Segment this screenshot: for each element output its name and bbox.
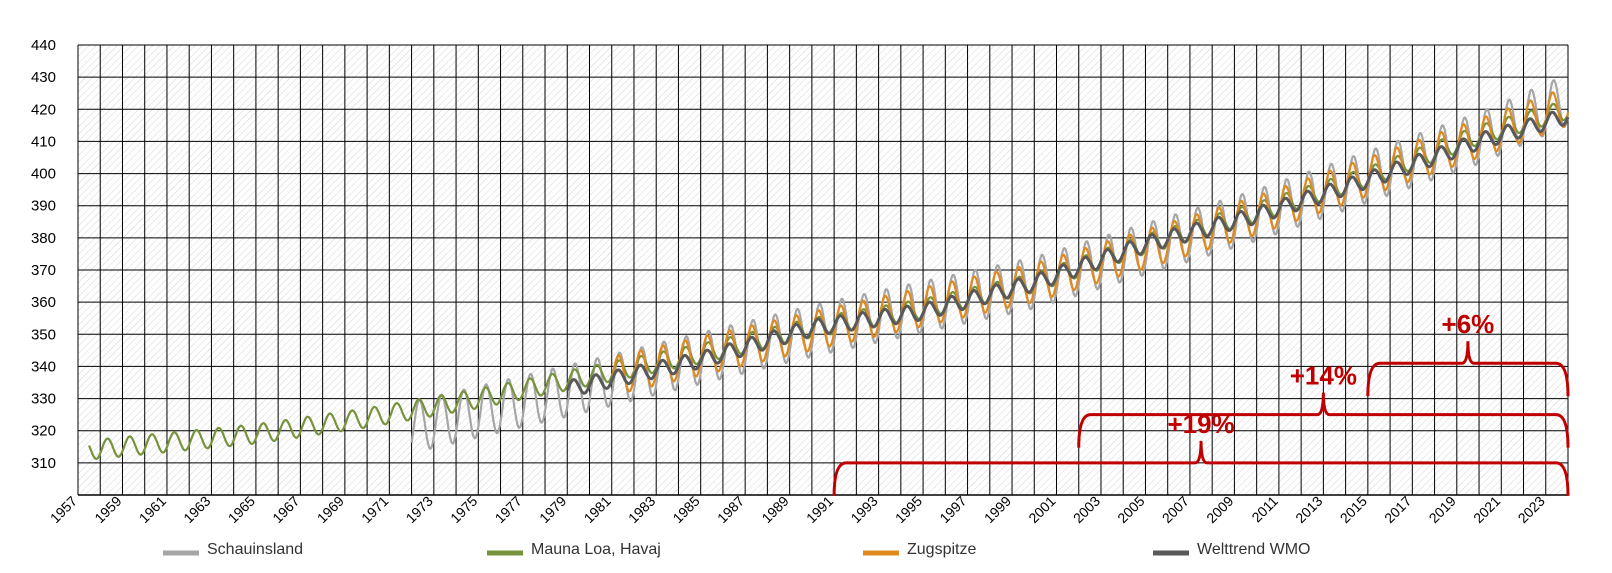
x-tick-label: 2009 [1203,493,1236,526]
x-tick-label: 1993 [847,493,880,526]
y-tick-label: 430 [31,69,56,86]
legend: Schauinsland Mauna Loa, Havaj Zugspitze Wel… [163,541,1311,558]
y-tick-label: 360 [31,294,56,311]
x-tick-label: 1983 [625,493,658,526]
x-tick-label: 1961 [136,493,169,526]
legend-label: Welttrend WMO [1197,541,1311,558]
x-tick-label: 1969 [314,493,347,526]
x-tick-label: 1979 [536,493,569,526]
series-line-1 [410,79,1570,450]
x-tick-label: 1987 [714,493,747,526]
x-tick-label: 2015 [1337,493,1370,526]
annotation-label: +14% [1290,361,1357,391]
x-tick-label: 2013 [1292,493,1325,526]
x-tick-label: 2023 [1515,493,1548,526]
x-tick-label: 2003 [1070,493,1103,526]
x-tick-label: 1989 [758,493,791,526]
x-tick-label: 2019 [1426,493,1459,526]
x-tick-label: 1971 [358,493,391,526]
y-tick-label: 370 [31,262,56,279]
y-tick-label: 340 [31,358,56,375]
x-tick-label: 1965 [225,493,258,526]
y-tick-label: 330 [31,391,56,408]
y-tick-label: 440 [31,37,56,54]
legend-label: Mauna Loa, Havaj [531,541,661,558]
y-tick-label: 350 [31,326,56,343]
y-tick-label: 420 [31,101,56,118]
x-tick-label: 1977 [492,493,525,526]
y-tick-label: 320 [31,423,56,440]
x-tick-label: 1959 [91,493,124,526]
x-tick-label: 1995 [892,493,925,526]
series-lines [88,79,1570,460]
grid [77,44,1569,496]
legend-label: Zugspitze [907,541,976,558]
annotations: +19%+14%+6% [832,309,1570,496]
x-tick-label: 1981 [581,493,614,526]
y-axis-ticks: 310 320 330 340 350 360 370 380 390 400 410 420 430 4… [31,37,56,472]
annotation-label: +6% [1442,309,1495,339]
x-axis-ticks: 1957 1959 1961 1963 1965 1967 1969 1971 1973 1975… [47,493,1548,526]
x-tick-label: 1975 [447,493,480,526]
x-tick-label: 1967 [269,493,302,526]
y-tick-label: 310 [31,455,56,472]
x-tick-label: 2005 [1114,493,1147,526]
x-tick-label: 1991 [803,493,836,526]
x-tick-label: 2021 [1470,493,1503,526]
x-tick-label: 1999 [981,493,1014,526]
annotation-bracket [1077,392,1570,448]
y-tick-label: 380 [31,230,56,247]
y-tick-label: 390 [31,198,56,215]
x-tick-label: 1957 [47,493,80,526]
x-tick-label: 2007 [1159,493,1192,526]
x-tick-label: 2017 [1381,493,1414,526]
x-tick-label: 1985 [669,493,702,526]
x-tick-label: 1997 [936,493,969,526]
y-tick-label: 410 [31,133,56,150]
x-tick-label: 1973 [403,493,436,526]
y-tick-label: 400 [31,166,56,183]
x-tick-label: 2001 [1025,493,1058,526]
series-line-4 [565,110,1570,395]
legend-label: Schauinsland [207,541,303,558]
x-tick-label: 1963 [180,493,213,526]
x-tick-label: 2011 [1248,493,1281,526]
